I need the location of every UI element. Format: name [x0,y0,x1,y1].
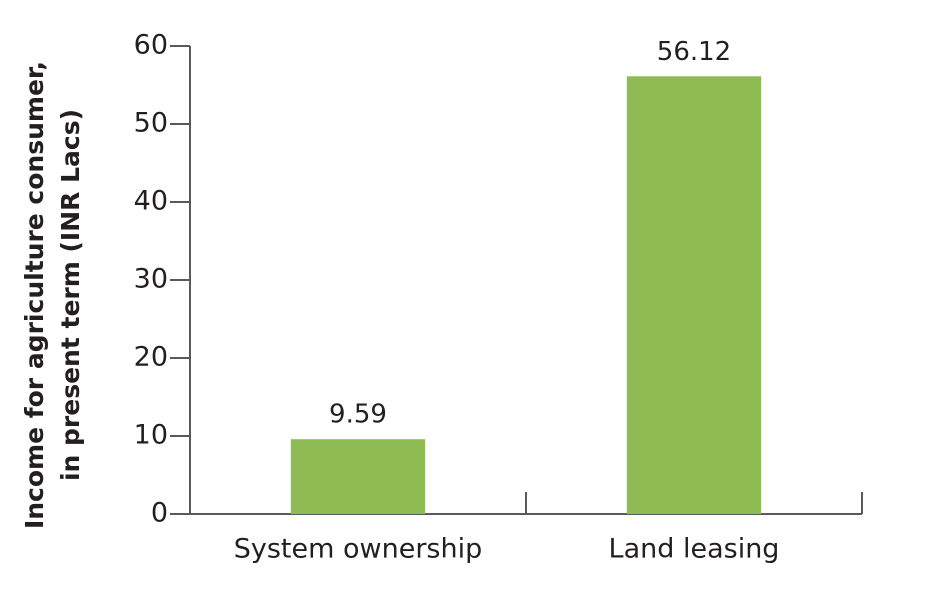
y-axis-title: Income for agriculture consumer, in pres… [20,61,85,529]
y-tick-label: 40 [134,186,168,217]
y-tick-label: 30 [134,264,168,295]
y-tick-label: 60 [134,30,168,61]
y-tick-label: 0 [151,498,168,529]
bar [290,439,426,514]
y-axis-title-line: in present term (INR Lacs) [56,109,85,481]
x-tick-label: Land leasing [609,534,780,565]
data-label: 56.12 [657,37,731,67]
y-tick-label: 10 [134,420,168,451]
data-label: 9.59 [329,400,387,430]
y-axis-title-line: Income for agriculture consumer, [20,61,49,529]
x-tick-label: System ownership [234,534,483,565]
y-tick-label: 20 [134,342,168,373]
bar [626,76,762,514]
y-tick-label: 50 [134,108,168,139]
